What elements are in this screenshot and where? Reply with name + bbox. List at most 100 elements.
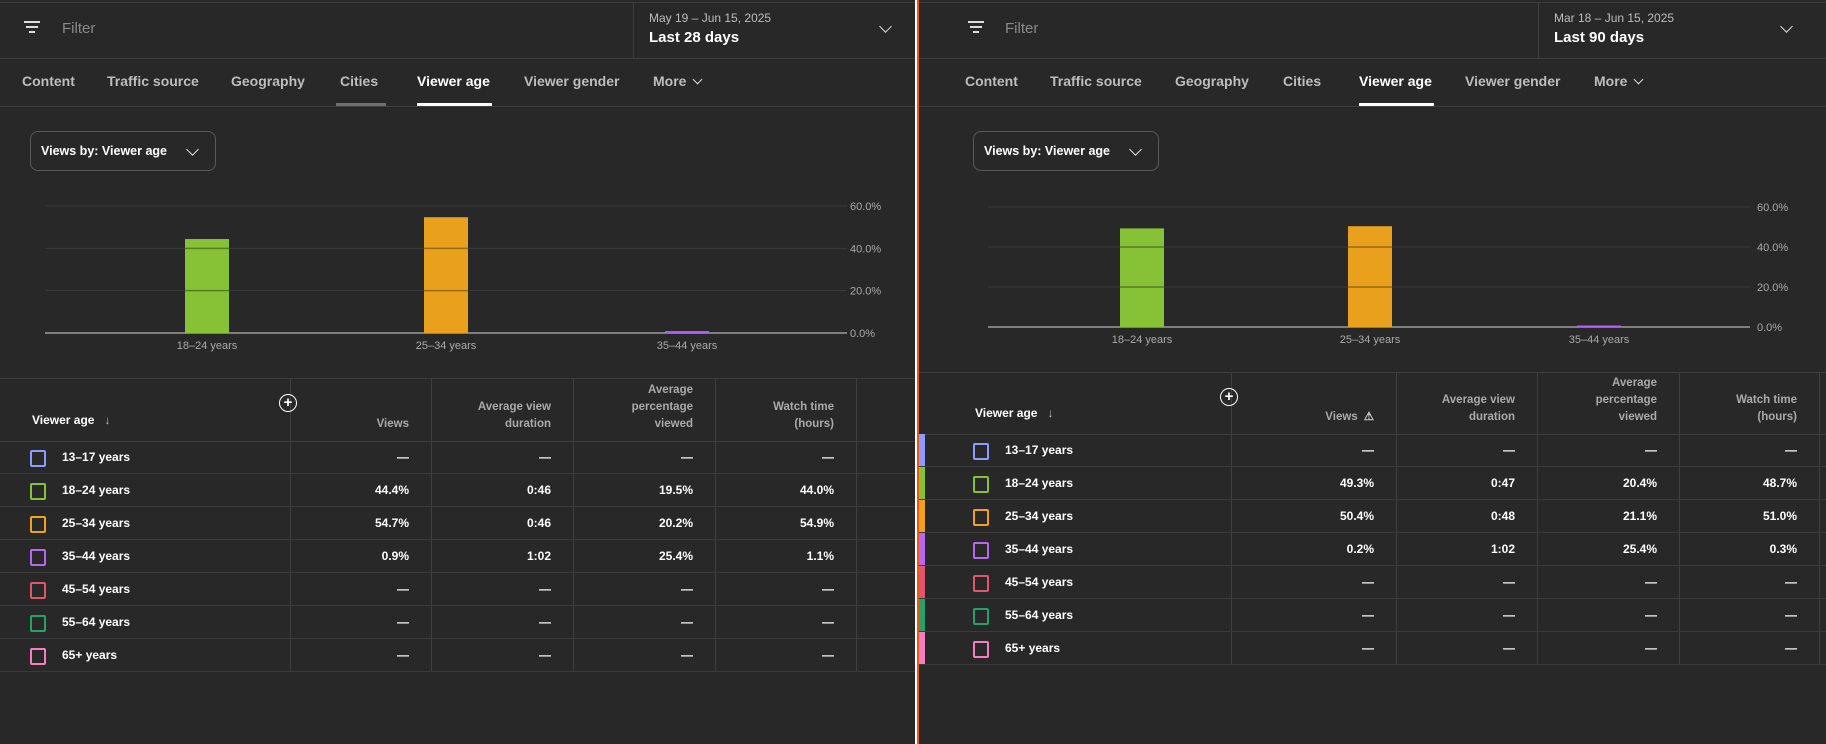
tabs-border	[919, 106, 1826, 107]
table-row[interactable]: 25–34 years 54.7% 0:46 20.2% 54.9%	[0, 507, 915, 540]
filter-icon[interactable]	[968, 21, 984, 35]
cell-views: —	[397, 615, 409, 629]
row-checkbox[interactable]	[973, 443, 989, 460]
cell-views: —	[397, 648, 409, 662]
tab-geography[interactable]: Geography	[1175, 73, 1249, 89]
cell-average-percentage-viewed: 19.5%	[658, 483, 693, 497]
row-border	[0, 671, 915, 672]
tab-content[interactable]: Content	[22, 73, 75, 89]
tab-content[interactable]: Content	[965, 73, 1018, 89]
tab-viewer-gender[interactable]: Viewer gender	[1465, 73, 1560, 89]
row-checkbox[interactable]	[973, 608, 989, 625]
date-range-text: Mar 18 – Jun 15, 2025	[1554, 11, 1675, 25]
column-header-views[interactable]: Views ⚠	[1325, 409, 1374, 426]
tab-more[interactable]: More	[653, 73, 703, 89]
column-header-line: viewed	[1618, 411, 1657, 423]
cell-average-view-duration: 0:47	[1490, 476, 1515, 490]
tab-viewer-gender[interactable]: Viewer gender	[524, 73, 619, 89]
cell-views: —	[1362, 608, 1374, 622]
column-header-viewer-age[interactable]: Viewer age ↓	[975, 406, 1053, 420]
row-checkbox[interactable]	[30, 450, 46, 467]
period-label: Last 28 days	[649, 29, 740, 46]
tab-viewer-age[interactable]: Viewer age	[1359, 73, 1432, 89]
row-checkbox[interactable]	[973, 641, 989, 658]
row-checkbox[interactable]	[30, 582, 46, 599]
filter-icon-line	[26, 26, 38, 28]
row-label: 45–54 years	[1005, 575, 1074, 589]
row-checkbox[interactable]	[30, 516, 46, 533]
tab-cities[interactable]: Cities	[1283, 73, 1321, 89]
row-checkbox[interactable]	[973, 509, 989, 526]
column-header-views[interactable]: Views	[377, 416, 409, 433]
row-border	[919, 532, 1826, 533]
row-label: 65+ years	[1005, 641, 1061, 655]
row-checkbox[interactable]	[973, 476, 989, 493]
tab-active-indicator	[1359, 103, 1434, 106]
cell-views: —	[1362, 443, 1374, 457]
row-border	[0, 473, 915, 474]
column-header-average-percentage-viewed[interactable]: Average percentage viewed	[632, 382, 693, 433]
column-header-line-text: Views	[1325, 411, 1358, 423]
column-header-viewer-age[interactable]: Viewer age ↓	[32, 413, 110, 427]
table-row[interactable]: 55–64 years — — — —	[0, 606, 915, 639]
table-row[interactable]: 55–64 years — — — —	[919, 599, 1826, 632]
row-border	[0, 506, 915, 507]
filter-bar[interactable]: Filter	[919, 3, 1538, 58]
row-checkbox[interactable]	[30, 483, 46, 500]
table-row[interactable]: 65+ years — — — —	[919, 632, 1826, 665]
row-checkbox[interactable]	[30, 648, 46, 665]
y-tick-label: 0.0%	[850, 328, 875, 340]
table-row[interactable]: 45–54 years — — — —	[0, 573, 915, 606]
cell-average-view-duration: 0:46	[526, 516, 551, 530]
column-header-line: (hours)	[1757, 411, 1797, 423]
table-row[interactable]: 13–17 years — — — —	[919, 434, 1826, 467]
column-header-watch-time-hours-[interactable]: Watch time (hours)	[1736, 392, 1797, 426]
views-by-dropdown[interactable]: Views by: Viewer age	[30, 131, 216, 171]
tab-viewer-age[interactable]: Viewer age	[417, 73, 490, 89]
tab-traffic-source[interactable]: Traffic source	[107, 73, 199, 89]
filter-input[interactable]: Filter	[62, 20, 96, 37]
table-row[interactable]: 13–17 years — — — —	[0, 441, 915, 474]
cell-average-percentage-viewed: 21.1%	[1622, 509, 1657, 523]
views-by-dropdown[interactable]: Views by: Viewer age	[973, 131, 1159, 171]
table-row[interactable]: 18–24 years 44.4% 0:46 19.5% 44.0%	[0, 474, 915, 507]
row-checkbox[interactable]	[30, 549, 46, 566]
table-row[interactable]: 25–34 years 50.4% 0:48 21.1% 51.0%	[919, 500, 1826, 533]
filter-icon-line	[29, 31, 35, 33]
column-header-line: percentage	[631, 401, 693, 413]
date-range-picker[interactable]: Mar 18 – Jun 15, 2025 Last 90 days	[1539, 3, 1826, 58]
tab-geography[interactable]: Geography	[231, 73, 305, 89]
date-range-picker[interactable]: May 19 – Jun 15, 2025 Last 28 days	[634, 3, 915, 58]
cell-average-percentage-viewed: —	[681, 450, 693, 464]
cell-average-percentage-viewed: —	[681, 615, 693, 629]
add-column-icon[interactable]: +	[1220, 388, 1238, 406]
column-header-line: Average	[648, 384, 693, 396]
table-row[interactable]: 35–44 years 0.9% 1:02 25.4% 1.1%	[0, 540, 915, 573]
column-header-watch-time-hours-[interactable]: Watch time (hours)	[773, 399, 834, 433]
row-label: 18–24 years	[62, 483, 131, 497]
row-checkbox[interactable]	[973, 575, 989, 592]
filter-input[interactable]: Filter	[1005, 20, 1039, 37]
column-header-average-percentage-viewed[interactable]: Average percentage viewed	[1596, 375, 1657, 426]
table-row[interactable]: 18–24 years 49.3% 0:47 20.4% 48.7%	[919, 467, 1826, 500]
column-header-line: Watch time	[1736, 394, 1797, 406]
table-row[interactable]: 45–54 years — — — —	[919, 566, 1826, 599]
tab-more[interactable]: More	[1594, 73, 1644, 89]
cell-average-view-duration: 1:02	[1490, 542, 1515, 556]
row-checkbox[interactable]	[973, 542, 989, 559]
bar-35-44-years	[665, 331, 709, 333]
tab-cities[interactable]: Cities	[340, 73, 378, 89]
tab-label: Viewer age	[417, 73, 490, 89]
row-checkbox[interactable]	[30, 615, 46, 632]
filter-bar[interactable]: Filter	[0, 3, 633, 58]
add-column-icon[interactable]: +	[279, 394, 297, 412]
table-row[interactable]: 35–44 years 0.2% 1:02 25.4% 0.3%	[919, 533, 1826, 566]
column-header-average-view-duration[interactable]: Average view duration	[478, 399, 551, 433]
column-header-average-view-duration[interactable]: Average view duration	[1442, 392, 1515, 426]
cell-average-view-duration: —	[539, 582, 551, 596]
analytics-panel-2: Filter Mar 18 – Jun 15, 2025 Last 90 days C…	[919, 0, 1826, 744]
filter-icon[interactable]	[24, 21, 40, 35]
y-tick-label: 0.0%	[1757, 322, 1782, 334]
table-row[interactable]: 65+ years — — — —	[0, 639, 915, 672]
tab-traffic-source[interactable]: Traffic source	[1050, 73, 1142, 89]
